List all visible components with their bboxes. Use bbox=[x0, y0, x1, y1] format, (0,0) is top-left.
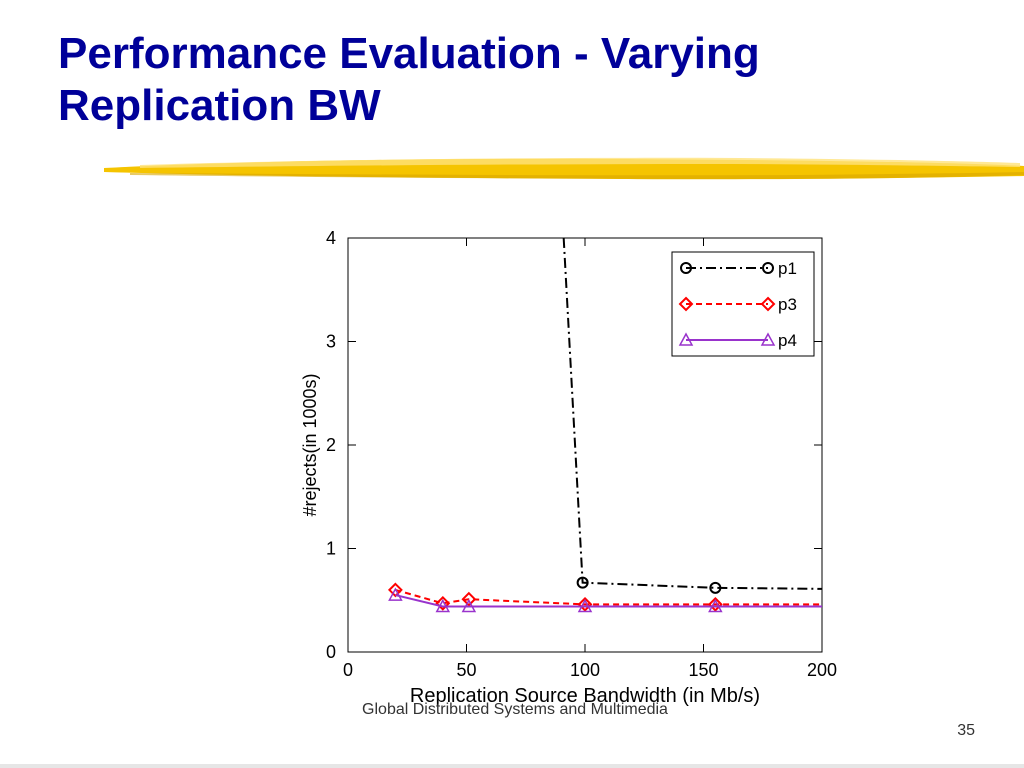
page-number: 35 bbox=[957, 722, 975, 739]
x-axis-label: Replication Source Bandwidth (in Mb/s) bbox=[410, 685, 760, 707]
data-point-p1 bbox=[576, 576, 589, 589]
legend-marker-p1 bbox=[680, 262, 692, 274]
legend-marker-p3 bbox=[678, 296, 694, 312]
y-tick-label: 4 bbox=[326, 228, 336, 248]
data-point-p4 bbox=[388, 587, 403, 601]
series-line-p3 bbox=[395, 588, 822, 606]
rejects-vs-bandwidth-chart: 0 50 100 150 200 0 1 2 3 4 p1 p3 p4 Replication Sou… bbox=[300, 228, 837, 707]
footer-text: Global Distributed Systems and Multimedi… bbox=[362, 701, 668, 718]
bottom-divider bbox=[0, 764, 1024, 768]
data-point-p4 bbox=[461, 598, 477, 613]
x-tick-label: 150 bbox=[688, 660, 718, 680]
x-tick-label: 50 bbox=[456, 660, 476, 680]
y-axis-label: #rejects(in 1000s) bbox=[300, 373, 320, 516]
data-point-p3 bbox=[435, 595, 451, 611]
y-tick-label: 3 bbox=[326, 332, 336, 352]
y-tick-label: 0 bbox=[326, 642, 336, 662]
data-point-p4 bbox=[577, 598, 593, 613]
title-underline-brush bbox=[104, 157, 1024, 180]
x-tick-label: 0 bbox=[343, 660, 353, 680]
legend-marker-p4 bbox=[678, 332, 694, 346]
legend-marker-p1 bbox=[762, 262, 774, 274]
legend-marker-p4 bbox=[760, 332, 776, 346]
legend-label-p1: p1 bbox=[778, 259, 797, 278]
legend-box bbox=[671, 251, 815, 357]
data-point-p3 bbox=[707, 596, 723, 612]
data-point-p3 bbox=[461, 591, 477, 607]
legend-label-p4: p4 bbox=[778, 331, 797, 350]
data-point-p4 bbox=[708, 598, 723, 613]
y-tick-label: 1 bbox=[326, 539, 336, 559]
x-tick-label: 200 bbox=[807, 660, 837, 680]
x-tick-label: 100 bbox=[570, 660, 600, 680]
legend-marker-p3 bbox=[760, 296, 776, 312]
slide-title: Performance Evaluation - Varying Replica… bbox=[58, 29, 760, 130]
series-line-p4 bbox=[395, 594, 822, 608]
data-point-p4 bbox=[435, 598, 451, 613]
data-point-p1 bbox=[709, 581, 722, 594]
data-point-p3 bbox=[577, 596, 593, 612]
legend-label-p3: p3 bbox=[778, 295, 797, 314]
y-tick-label: 2 bbox=[326, 435, 336, 455]
